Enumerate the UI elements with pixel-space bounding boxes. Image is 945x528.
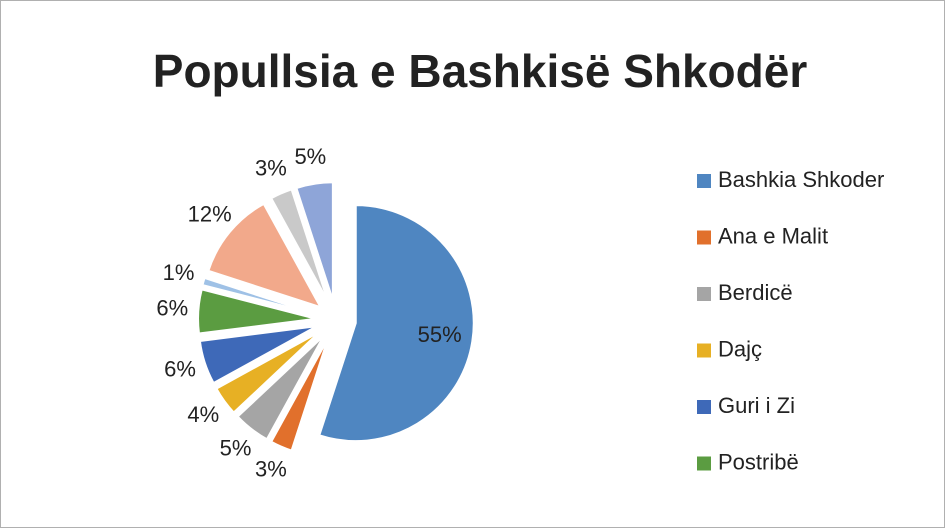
chart-title: Popullsia e Bashkisë Shkodër [153,45,808,97]
legend-swatch [697,456,711,471]
legend-swatch [697,287,711,301]
data-label: 55% [418,322,462,347]
legend-label: Bashkia Shkoder [718,167,884,192]
pie-slice [197,288,317,335]
pie-slice [207,202,323,309]
pie-slice [295,181,334,301]
legend-label: Postribë [718,449,799,474]
data-label: 5% [294,144,326,169]
pie-slice [201,276,318,316]
legend-label: Berdicë [718,280,793,305]
legend-label: Ana e Malit [718,223,828,248]
data-label: 5% [220,435,252,460]
pie-slice [236,335,325,441]
legend-label: Guri i Zi [718,393,795,418]
data-label: 6% [164,356,196,381]
data-label: 1% [163,260,195,285]
pie-slice [269,337,330,452]
data-label: 4% [187,402,219,427]
legend-label: Dajç [718,336,762,361]
legend-swatch [697,343,711,358]
pie-slice [215,330,321,414]
legend-swatch [697,230,711,245]
data-label: 6% [156,296,188,321]
legend-swatch [697,400,711,414]
data-label: 12% [188,201,232,226]
legend-swatch [697,174,711,188]
pie-slice [318,204,475,443]
data-label: 3% [255,155,287,180]
pie-slice [198,325,318,385]
data-label: 3% [255,456,287,481]
pie-slice [269,188,330,303]
